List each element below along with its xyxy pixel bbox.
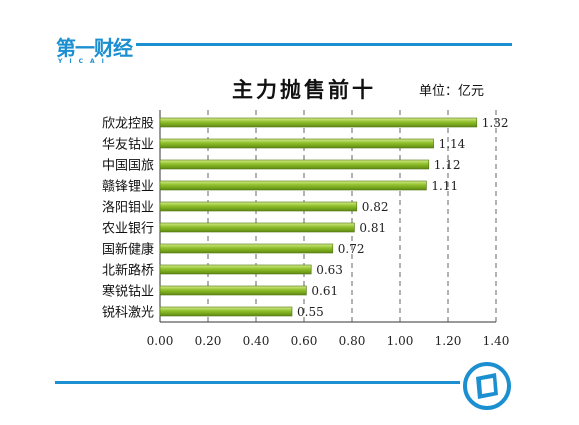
bar [159, 117, 478, 128]
value-label: 1.32 [482, 116, 509, 130]
footer-rule [55, 381, 460, 384]
yicai-logo-icon [463, 362, 511, 410]
bar [159, 285, 307, 296]
unit-label: 单位：亿元 [419, 84, 485, 99]
bar [159, 201, 358, 212]
x-tick-label: 1.40 [483, 334, 510, 348]
category-label: 赣锋锂业 [102, 180, 154, 195]
brand-logo: 第一财经 [56, 36, 133, 60]
bar [159, 264, 312, 275]
value-label: 0.61 [311, 284, 338, 298]
category-label: 锐科激光 [102, 306, 154, 321]
value-label: 1.14 [439, 137, 466, 151]
value-label: 0.82 [362, 200, 389, 214]
x-tick-label: 0.80 [339, 334, 366, 348]
value-label: 1.11 [431, 179, 458, 193]
bar [159, 180, 427, 191]
value-label: 0.81 [359, 221, 386, 235]
x-tick-label: 0.40 [243, 334, 270, 348]
value-label: 0.72 [338, 242, 365, 256]
category-label: 国新健康 [102, 242, 154, 258]
brand-logo-subtext: YICAI [58, 58, 111, 65]
header-rule [136, 43, 512, 46]
value-label: 0.63 [316, 263, 343, 277]
x-tick-label: 0.00 [147, 334, 174, 348]
bar [159, 159, 430, 170]
bar [159, 222, 355, 233]
category-label: 农业银行 [102, 222, 154, 237]
bar [159, 306, 293, 317]
bar [159, 138, 434, 149]
x-tick-label: 1.20 [435, 334, 462, 348]
category-label: 北新路桥 [102, 263, 154, 279]
bar [159, 243, 334, 254]
x-tick-label: 0.20 [195, 334, 222, 348]
chart-title: 主力抛售前十 [232, 77, 376, 102]
x-tick-label: 0.60 [291, 334, 318, 348]
value-label: 0.55 [297, 305, 324, 319]
category-label: 华友钴业 [102, 137, 154, 153]
value-label: 1.12 [434, 158, 461, 172]
category-label: 寒锐钴业 [102, 284, 154, 300]
category-label: 洛阳钼业 [102, 201, 154, 216]
x-tick-label: 1.00 [387, 334, 414, 348]
category-label: 中国国旅 [102, 159, 154, 174]
category-label: 欣龙控股 [102, 117, 154, 132]
